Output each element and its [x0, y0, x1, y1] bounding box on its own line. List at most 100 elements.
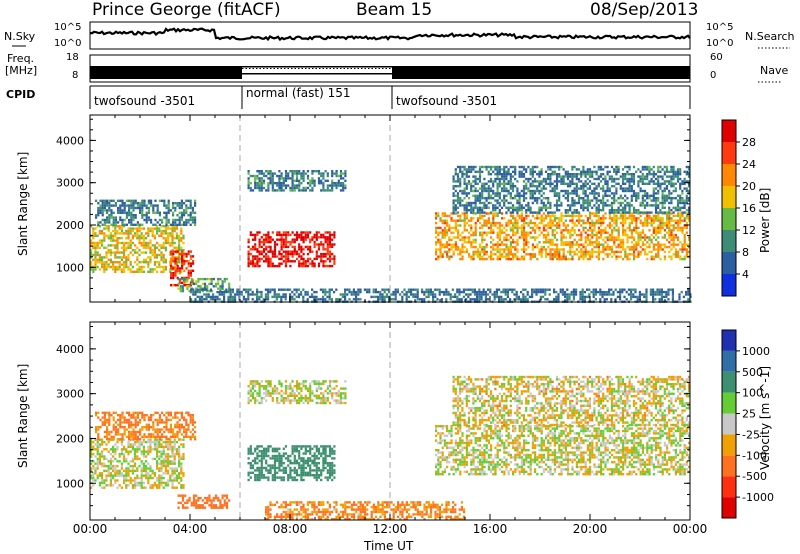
- power-cell: [672, 245, 675, 249]
- power-cell: [459, 201, 462, 205]
- power-cell: [600, 236, 603, 239]
- power-cell: [635, 219, 638, 222]
- power-cell: [556, 245, 559, 249]
- power-cell: [112, 234, 115, 237]
- power-cell: [584, 180, 587, 183]
- power-cell: [182, 234, 185, 237]
- power-cell: [172, 214, 175, 217]
- power-cell: [681, 199, 684, 202]
- power-cell: [555, 173, 559, 176]
- power-cell: [610, 288, 613, 291]
- power-cell: [199, 277, 202, 281]
- power-cell: [472, 165, 475, 169]
- power-cell: [492, 214, 495, 218]
- power-cell: [151, 270, 154, 273]
- power-cell: [560, 233, 563, 237]
- power-cell: [613, 250, 616, 254]
- power-cell: [335, 170, 338, 173]
- power-cell: [498, 197, 501, 200]
- power-cell: [621, 211, 625, 214]
- power-cell: [564, 197, 567, 200]
- power-cell: [291, 179, 294, 182]
- power-cell: [676, 175, 680, 178]
- power-cell: [580, 236, 583, 239]
- power-cell: [258, 189, 261, 192]
- power-cell: [654, 293, 657, 296]
- power-cell: [284, 174, 288, 178]
- power-cell: [119, 218, 122, 222]
- power-cell: [575, 241, 578, 244]
- power-cell: [643, 295, 646, 299]
- power-cell: [588, 173, 592, 176]
- power-cell: [498, 238, 501, 242]
- power-cell: [145, 241, 148, 245]
- power-cell: [589, 241, 592, 244]
- power-cell: [652, 248, 655, 251]
- power-cell: [377, 295, 380, 299]
- power-cell: [99, 221, 102, 224]
- power-cell: [439, 253, 442, 256]
- power-cell: [617, 243, 620, 246]
- power-cell: [496, 257, 499, 261]
- power-cell: [123, 256, 126, 259]
- power-cell: [322, 243, 325, 246]
- power-cell: [560, 180, 563, 183]
- power-cell: [639, 233, 642, 237]
- power-cell: [313, 243, 316, 246]
- power-cell: [589, 257, 592, 261]
- power-cell: [328, 240, 332, 244]
- power-cell: [443, 290, 446, 294]
- power-cell: [490, 231, 493, 234]
- power-cell: [562, 248, 565, 251]
- power-cell: [501, 229, 504, 232]
- power-cell: [463, 177, 466, 181]
- power-cell: [584, 238, 587, 242]
- power-cell: [496, 168, 499, 171]
- power-cell: [185, 204, 188, 207]
- power-cell: [173, 241, 176, 245]
- power-cell: [621, 201, 625, 205]
- power-cell: [622, 226, 625, 230]
- power-cell: [562, 221, 565, 225]
- power-cell: [492, 253, 495, 256]
- power-cell: [551, 241, 554, 244]
- power-cell: [129, 251, 132, 254]
- power-cell: [624, 229, 627, 232]
- power-cell: [489, 189, 493, 193]
- power-cell: [573, 238, 576, 242]
- power-cell: [315, 170, 318, 173]
- power-cell: [595, 250, 598, 254]
- power-cell: [572, 298, 575, 301]
- power-cell: [94, 232, 97, 235]
- power-cell: [674, 250, 677, 254]
- power-cell: [262, 250, 266, 253]
- power-cell: [666, 214, 669, 218]
- power-cell: [496, 177, 499, 181]
- power-cell: [291, 172, 294, 175]
- power-cell: [657, 177, 660, 181]
- power-cell: [615, 168, 618, 171]
- power-cell: [180, 206, 183, 210]
- power-cell: [512, 257, 515, 261]
- power-cell: [470, 209, 473, 212]
- power-cell: [616, 295, 619, 299]
- power-cell: [503, 194, 506, 197]
- power-cell: [335, 186, 338, 190]
- power-cell: [683, 248, 686, 251]
- power-cell: [149, 241, 152, 245]
- power-cell: [342, 172, 345, 175]
- power-cell: [478, 298, 481, 301]
- power-cell: [606, 170, 609, 173]
- power-cell: [666, 226, 669, 230]
- power-cell: [549, 248, 552, 251]
- site-title: Prince George (fitACF): [92, 0, 281, 20]
- power-cell: [461, 236, 464, 239]
- power-cell: [657, 211, 660, 214]
- power-cell: [256, 174, 259, 178]
- power-cell: [628, 204, 631, 207]
- power-cell: [610, 204, 614, 207]
- power-cell: [482, 288, 485, 291]
- power-cell: [624, 253, 627, 256]
- power-cell: [630, 236, 633, 239]
- power-cell: [247, 298, 250, 301]
